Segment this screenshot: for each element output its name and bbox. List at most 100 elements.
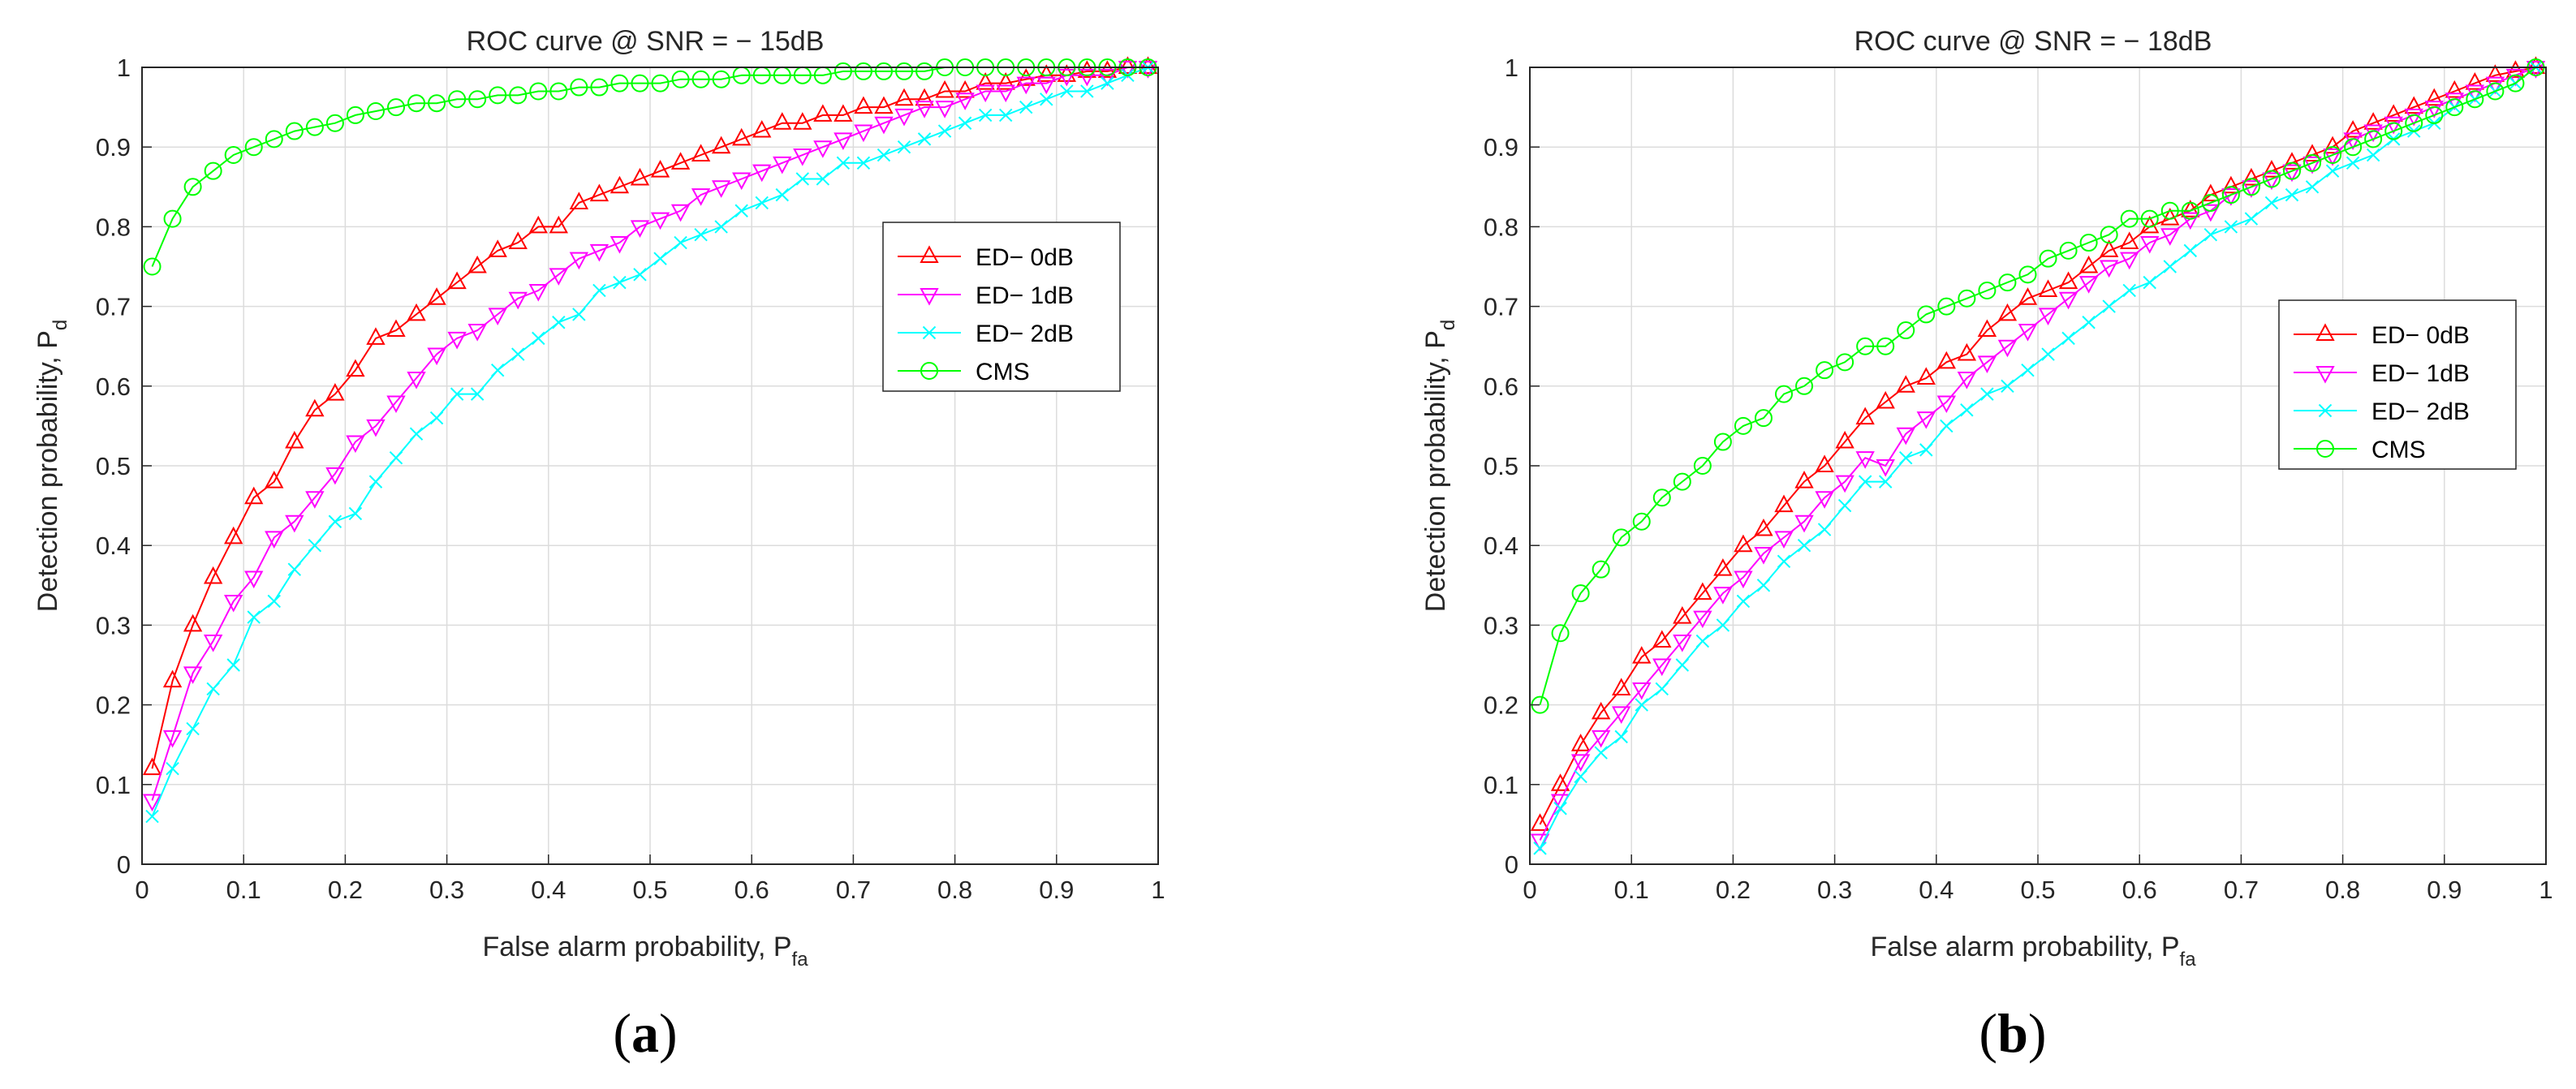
- data-point: [674, 235, 687, 250]
- data-point: [569, 252, 589, 270]
- data-point: [1570, 734, 1591, 751]
- data-point: [937, 124, 952, 138]
- x-tick-label: 0.1: [1614, 876, 1649, 904]
- data-point: [488, 308, 507, 326]
- data-point: [650, 212, 670, 230]
- y-tick-label: 0: [1505, 850, 1518, 879]
- series-line: [1539, 67, 2537, 705]
- legend-box: [2278, 299, 2517, 470]
- data-point: [670, 152, 691, 170]
- data-point: [204, 161, 222, 180]
- data-point: [467, 324, 487, 342]
- y-tick-label: 0.3: [96, 611, 131, 639]
- data-point: [1652, 489, 1671, 507]
- data-point: [1856, 337, 1875, 355]
- data-point: [958, 116, 972, 130]
- data-point: [2323, 136, 2342, 154]
- data-point: [2078, 255, 2099, 273]
- data-point: [1896, 427, 1915, 446]
- data-point: [1795, 377, 1814, 395]
- x-tick-label: 0.7: [836, 876, 871, 904]
- data-point: [691, 144, 711, 162]
- data-point: [2283, 161, 2301, 180]
- y-tick-label: 0.7: [1484, 293, 1518, 321]
- data-point: [2224, 220, 2238, 234]
- x-tick-label: 0.7: [2224, 876, 2259, 904]
- legend-item: ED− 2dB: [898, 321, 1074, 347]
- series-line: [151, 67, 1148, 801]
- data-point: [1777, 554, 1791, 569]
- y-tick-label: 1: [1505, 54, 1518, 82]
- data-point: [1594, 746, 1608, 760]
- data-point: [1855, 407, 1875, 425]
- data-point: [917, 132, 932, 146]
- x-tick-label: 0.9: [1039, 876, 1074, 904]
- data-point: [998, 108, 1013, 123]
- grid: [142, 67, 1158, 864]
- data-point: [2405, 114, 2423, 132]
- data-point: [386, 319, 406, 338]
- data-point: [816, 172, 830, 186]
- data-point: [1977, 355, 1997, 373]
- data-point: [305, 118, 324, 136]
- data-point: [732, 172, 752, 191]
- data-point: [1591, 730, 1611, 748]
- data-point: [1632, 646, 1652, 664]
- data-point: [1016, 76, 1036, 95]
- data-point: [429, 411, 444, 425]
- data-point: [1734, 570, 1753, 589]
- data-point: [1916, 367, 1936, 385]
- data-point: [244, 138, 263, 157]
- data-point: [529, 82, 548, 101]
- data-point: [1936, 351, 1956, 369]
- data-point: [834, 104, 853, 122]
- data-point: [691, 70, 710, 88]
- data-point: [2465, 72, 2485, 90]
- x-tick-label: 0.6: [734, 876, 769, 904]
- data-point: [508, 291, 528, 310]
- data-point: [1101, 76, 1114, 90]
- data-point: [488, 239, 507, 257]
- data-point: [1876, 390, 1895, 409]
- data-point: [1754, 547, 1773, 565]
- y-tick-label: 0.4: [1484, 532, 1518, 560]
- data-point: [1635, 698, 1648, 712]
- data-point: [1816, 361, 1834, 380]
- data-point: [915, 62, 934, 80]
- panel-label-b: (b): [1979, 1002, 2046, 1064]
- data-point: [935, 80, 954, 98]
- data-point: [613, 275, 627, 290]
- data-point: [2102, 299, 2116, 313]
- data-point: [489, 86, 507, 105]
- data-point: [2305, 180, 2320, 194]
- data-point: [366, 419, 386, 437]
- data-point: [448, 90, 467, 109]
- data-point: [630, 167, 650, 186]
- data-point: [1997, 339, 2018, 358]
- data-point: [2425, 105, 2444, 124]
- data-point: [2079, 234, 2098, 252]
- data-point: [1957, 342, 1977, 361]
- data-point: [1754, 409, 1773, 428]
- data-point: [2285, 187, 2299, 202]
- data-point: [427, 347, 446, 366]
- legend-item: ED− 2dB: [2294, 398, 2470, 425]
- legend-marker: [920, 245, 939, 263]
- data-point: [183, 178, 202, 196]
- data-point: [2140, 209, 2159, 228]
- data-point: [1774, 531, 1794, 549]
- data-point: [1815, 491, 1834, 509]
- data-point: [631, 74, 649, 93]
- data-point: [1530, 833, 1550, 852]
- y-tick-label: 0.4: [96, 532, 131, 560]
- legend-box: [882, 222, 1121, 392]
- data-point: [325, 383, 345, 401]
- data-point: [1019, 100, 1033, 114]
- data-point: [1080, 84, 1094, 98]
- data-point: [650, 160, 670, 178]
- data-point: [1530, 813, 1550, 831]
- x-tick-label: 1: [1151, 876, 1165, 904]
- data-point: [694, 228, 708, 242]
- data-point: [447, 331, 467, 350]
- data-point: [2384, 104, 2403, 122]
